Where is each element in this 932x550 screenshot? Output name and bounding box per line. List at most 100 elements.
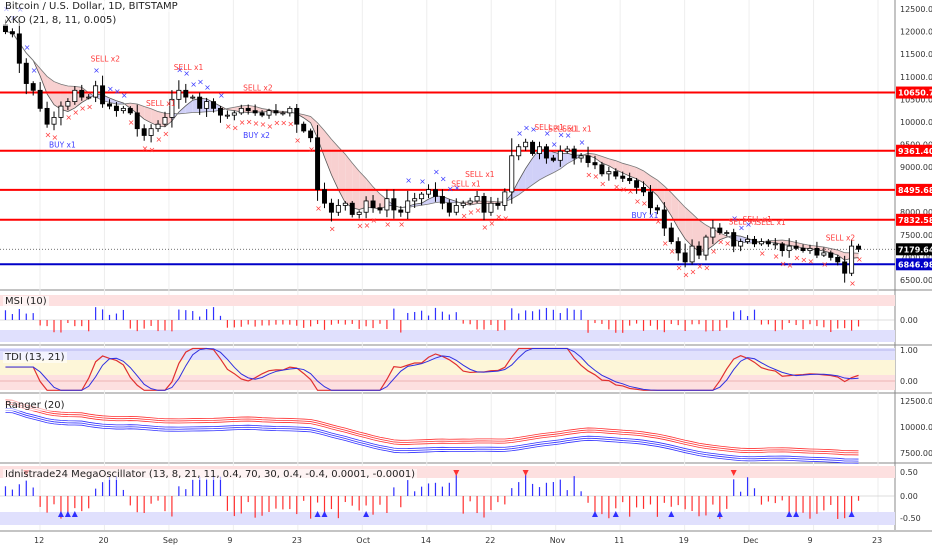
candle[interactable] (412, 198, 418, 202)
candle[interactable] (537, 146, 542, 154)
candle[interactable] (807, 247, 813, 252)
candle[interactable] (849, 245, 855, 274)
candle[interactable] (738, 241, 744, 247)
candle[interactable] (523, 141, 529, 148)
candle[interactable] (266, 110, 272, 116)
candle[interactable] (162, 117, 168, 125)
candle[interactable] (308, 130, 314, 139)
candle[interactable] (155, 123, 161, 130)
candle[interactable] (148, 128, 154, 136)
candle[interactable] (828, 252, 834, 258)
candle[interactable] (634, 180, 640, 188)
candle[interactable] (384, 198, 390, 211)
candle[interactable] (661, 209, 667, 229)
candle[interactable] (204, 101, 210, 109)
candle[interactable] (800, 247, 806, 252)
candle[interactable] (821, 252, 827, 256)
candle[interactable] (391, 198, 397, 211)
candle[interactable] (543, 146, 549, 159)
ranger-panel[interactable]: 12500.00 10000.00 7500.00 (5, 397, 932, 464)
candle[interactable] (585, 155, 591, 163)
candle[interactable] (9, 31, 15, 35)
candle[interactable] (127, 107, 133, 114)
tdi-panel[interactable]: 1.00 0.00 (0, 346, 918, 391)
candle[interactable] (328, 202, 334, 213)
candle[interactable] (224, 114, 230, 117)
candle[interactable] (453, 205, 459, 213)
candle[interactable] (23, 62, 29, 84)
candle[interactable] (758, 241, 764, 245)
candle[interactable] (620, 175, 626, 179)
candle[interactable] (363, 200, 369, 213)
candle[interactable] (211, 101, 217, 109)
candle[interactable] (398, 209, 404, 213)
candle[interactable] (641, 186, 647, 193)
candle[interactable] (731, 232, 737, 247)
candle[interactable] (176, 89, 182, 100)
candle[interactable] (550, 157, 556, 161)
candle[interactable] (467, 200, 473, 204)
candle[interactable] (488, 202, 494, 213)
candle[interactable] (134, 112, 140, 130)
candle[interactable] (405, 200, 411, 213)
candle[interactable] (30, 83, 36, 91)
candle[interactable] (238, 107, 244, 114)
candle[interactable] (79, 89, 85, 98)
candle[interactable] (599, 164, 605, 175)
candle[interactable] (835, 256, 841, 263)
candle[interactable] (377, 207, 383, 211)
candle[interactable] (169, 98, 175, 118)
candle[interactable] (37, 89, 43, 109)
time-axis[interactable]: 12 20 Sep 9 23 Oct 14 22 Nov 11 19 Dec 9 23 (34, 536, 882, 545)
candle[interactable] (842, 261, 848, 274)
candle[interactable] (93, 85, 99, 98)
candle[interactable] (141, 128, 147, 136)
candle[interactable] (426, 189, 432, 195)
candle[interactable] (564, 148, 570, 152)
candle[interactable] (675, 241, 681, 254)
candle[interactable] (446, 202, 452, 213)
candle[interactable] (703, 236, 709, 256)
candle[interactable] (349, 202, 355, 215)
candle[interactable] (530, 141, 536, 154)
candle[interactable] (752, 238, 757, 245)
candle[interactable] (72, 89, 78, 103)
candle[interactable] (613, 171, 619, 177)
candle[interactable] (107, 103, 112, 107)
candle[interactable] (287, 107, 293, 114)
msi-panel[interactable]: 0.00 (0, 295, 918, 342)
candle[interactable] (710, 227, 716, 238)
candle[interactable] (252, 110, 258, 114)
candle[interactable] (765, 241, 771, 245)
candle[interactable] (578, 155, 584, 159)
candle[interactable] (502, 191, 508, 206)
candle[interactable] (322, 189, 327, 204)
candle[interactable] (342, 202, 348, 206)
candle[interactable] (301, 123, 307, 132)
candle[interactable] (606, 171, 612, 175)
candle[interactable] (273, 110, 279, 114)
candle[interactable] (668, 227, 674, 242)
candle[interactable] (779, 243, 785, 252)
candle[interactable] (294, 107, 300, 125)
candle[interactable] (627, 177, 633, 182)
candle[interactable] (245, 107, 251, 112)
candle[interactable] (474, 196, 480, 202)
candle[interactable] (516, 146, 522, 157)
candle[interactable] (814, 247, 820, 256)
candle[interactable] (682, 252, 688, 263)
candle[interactable] (259, 112, 265, 116)
candle[interactable] (120, 107, 126, 112)
candle[interactable] (793, 245, 799, 249)
candle[interactable] (696, 245, 702, 256)
candle[interactable] (370, 200, 376, 209)
candle[interactable] (509, 155, 515, 193)
candle[interactable] (786, 245, 792, 252)
candle[interactable] (65, 101, 71, 107)
candle[interactable] (432, 189, 438, 197)
candle[interactable] (315, 137, 321, 191)
candle[interactable] (647, 191, 653, 209)
candle[interactable] (231, 112, 237, 116)
candle[interactable] (217, 107, 223, 116)
